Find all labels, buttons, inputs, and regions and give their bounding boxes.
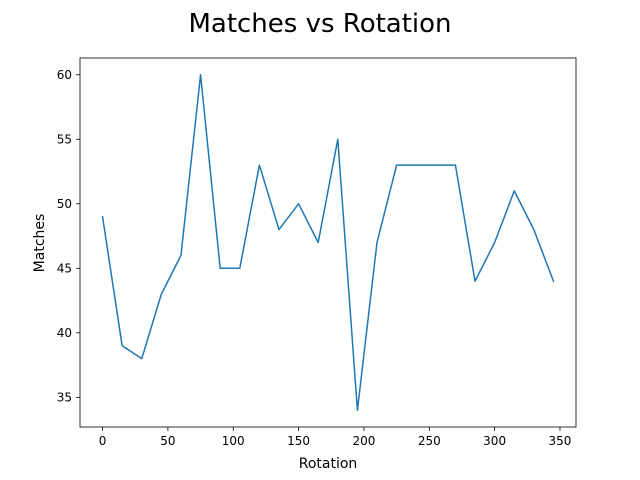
x-tick-label: 150 <box>287 434 310 448</box>
x-tick-label: 300 <box>483 434 506 448</box>
series-line-0 <box>101 74 555 411</box>
x-tick-label: 50 <box>160 434 175 448</box>
x-tick-label: 200 <box>352 434 375 448</box>
plot-area: 0 50 100 150 200 250 300 350 35 40 45 50 55 60 <box>57 57 577 448</box>
y-tick-label: 55 <box>57 132 72 146</box>
x-tick-label: 350 <box>549 434 572 448</box>
axes-frame <box>79 57 577 428</box>
y-tick-label: 40 <box>57 326 72 340</box>
chart-title: Matches vs Rotation <box>188 9 451 39</box>
x-tick-label: 0 <box>99 434 107 448</box>
x-axis-label: Rotation <box>299 456 358 472</box>
y-tick-label: 50 <box>57 197 72 211</box>
x-tick-label: 250 <box>418 434 441 448</box>
y-tick-label: 45 <box>57 261 72 275</box>
y-tick-label: 60 <box>57 68 72 82</box>
y-axis-label: Matches <box>32 214 48 273</box>
x-tick-label: 100 <box>222 434 245 448</box>
y-tick-label: 35 <box>57 390 72 404</box>
